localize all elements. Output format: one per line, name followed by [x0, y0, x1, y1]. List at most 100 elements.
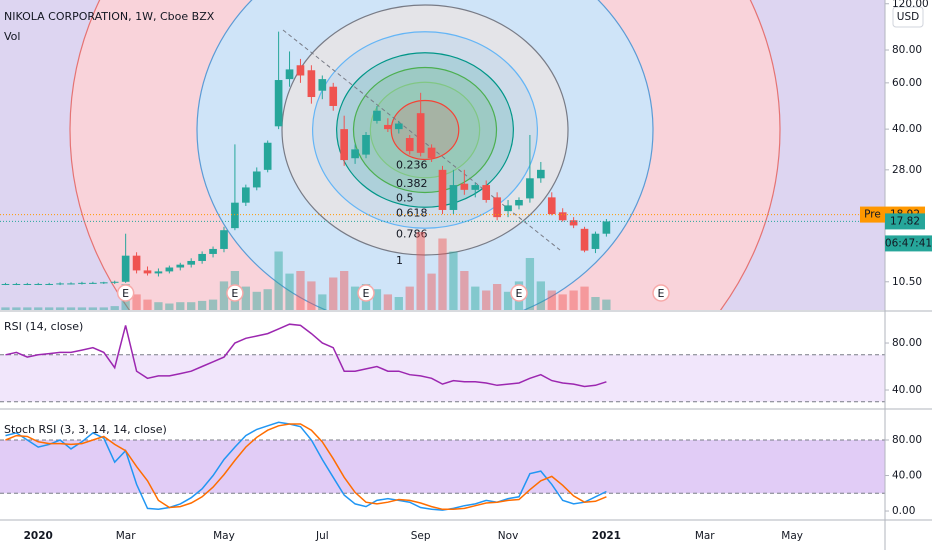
price-pane: 0.236 0.382 0.50.618 0.786 1 E E E E E: [0, 4, 885, 310]
y-tick-label: 80.00: [892, 434, 922, 446]
volume-bar: [416, 232, 425, 310]
volume-bar: [569, 290, 578, 310]
volume-bar: [449, 251, 458, 310]
currency-box: [892, 6, 924, 28]
volume-bar: [602, 299, 611, 310]
y-tick-label: 60.00: [892, 77, 922, 89]
y-tick-label: 10.50: [892, 276, 922, 288]
fib-label: 1: [396, 254, 403, 267]
candle-body: [231, 202, 239, 229]
volume-bar: [45, 307, 54, 310]
countdown-box: [885, 235, 932, 252]
candle-body: [176, 264, 185, 268]
volume-bar: [329, 277, 338, 310]
candle-body: [351, 149, 359, 159]
y-tick-label: 40.00: [892, 123, 922, 135]
fib-circle: [312, 31, 538, 229]
x-tick-label: Nov: [498, 530, 519, 542]
candle-body: [143, 270, 152, 274]
candle-body: [340, 129, 348, 161]
candle-body: [187, 260, 196, 265]
candle-body: [460, 183, 469, 190]
volume-bar: [307, 281, 316, 310]
x-tick-label: Sep: [411, 530, 431, 542]
candle-body: [1, 283, 10, 285]
volume-bar: [99, 307, 108, 310]
countdown: 06:47:41: [885, 237, 932, 249]
candle-body: [307, 70, 316, 98]
volume-bar: [405, 286, 414, 310]
volume-bar: [482, 290, 491, 310]
x-tick-label: Mar: [695, 530, 715, 542]
candle-body: [110, 281, 119, 283]
volume-bar: [460, 271, 469, 310]
volume-bar: [219, 281, 229, 310]
earnings-label: E: [363, 287, 370, 300]
stoch-pane: [0, 421, 885, 511]
candle-body: [394, 123, 403, 130]
volume-bar: [492, 284, 502, 310]
volume-bar: [383, 294, 393, 310]
price-tag-label: Pre: [864, 209, 881, 221]
volume-bar: [66, 307, 76, 310]
candle-body: [547, 197, 556, 215]
volume-bar: [296, 271, 305, 310]
candle-body: [252, 171, 261, 188]
candle-body: [471, 185, 480, 190]
candle-body: [56, 283, 64, 285]
earnings-badge: [652, 284, 670, 302]
candle-body: [526, 178, 534, 199]
candle-body: [449, 185, 458, 210]
y-tick-label: 28.00: [892, 164, 922, 176]
volume-bar: [394, 297, 403, 310]
candle-body: [198, 253, 206, 261]
candle-body: [78, 282, 86, 284]
line-series: [5, 421, 607, 511]
x-tick-label: May: [213, 530, 235, 542]
volume-bar: [547, 290, 556, 310]
rsi-title: RSI (14, close): [4, 320, 83, 333]
volume-label: Vol: [4, 30, 20, 43]
candle-body: [263, 142, 272, 170]
volume-bar: [285, 273, 294, 310]
earnings-badge: [116, 284, 135, 302]
x-tick-label: 2020: [24, 530, 53, 542]
fib-label: 0.786: [396, 227, 428, 240]
candle-body: [242, 187, 250, 203]
candle-body: [285, 69, 294, 80]
candle-body: [34, 283, 43, 285]
volume-bar: [580, 286, 589, 310]
volume-bar: [143, 299, 152, 310]
volume-bar: [208, 299, 218, 310]
price-axis: [885, 0, 932, 550]
candle-body: [154, 271, 163, 274]
earnings-badge: [357, 284, 375, 302]
candle-body: [99, 282, 108, 284]
fib-circle: [336, 52, 514, 208]
candle-body: [493, 197, 501, 218]
volume-bar: [274, 251, 283, 310]
candle-body: [220, 230, 228, 249]
volume-bar: [438, 238, 447, 310]
candle-body: [537, 169, 545, 179]
candle-body: [427, 147, 436, 159]
candle-body: [89, 282, 97, 284]
fib-label: 0.382: [396, 177, 428, 190]
y-tick-label: 80.00: [892, 337, 922, 349]
volume-bar: [525, 258, 535, 310]
candle-body: [296, 65, 305, 76]
fib-circle: [390, 99, 460, 161]
volume-bar: [165, 303, 174, 310]
volume-bar: [350, 286, 360, 310]
x-tick-label: Mar: [116, 530, 136, 542]
chart-title: NIKOLA CORPORATION, 1W, Cboe BZX: [4, 10, 215, 23]
fib-circle: [281, 4, 569, 256]
y-tick-label: 40.00: [892, 470, 922, 482]
candle-body: [274, 80, 283, 127]
candle-body: [373, 110, 381, 121]
candle-body: [558, 212, 567, 221]
x-tick-label: Jul: [315, 530, 329, 542]
volume-bar: [88, 307, 98, 310]
volume-bar: [55, 307, 65, 310]
